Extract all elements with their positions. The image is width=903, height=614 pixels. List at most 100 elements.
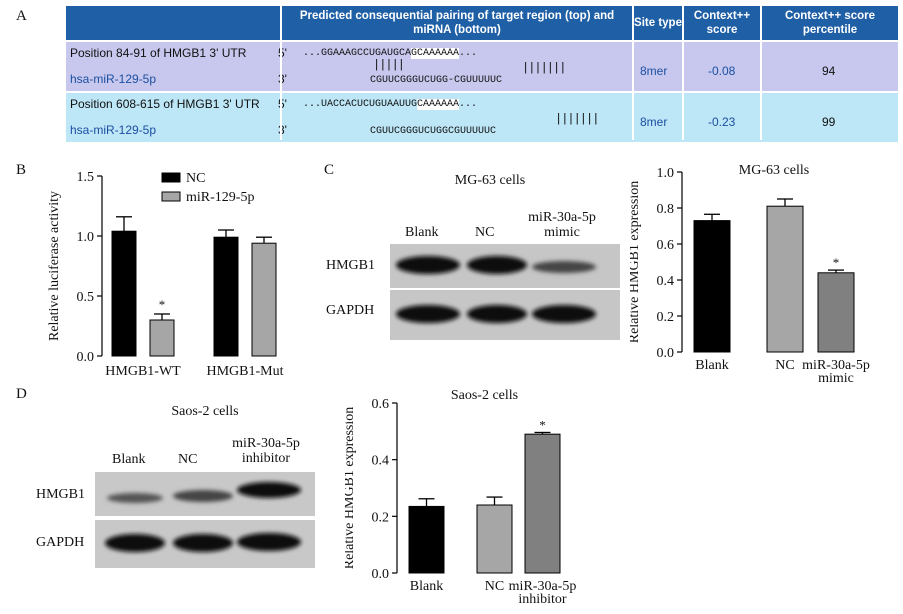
bar (524, 433, 561, 574)
y-tick-label: 0.6 (372, 397, 390, 412)
significance-marker: * (833, 255, 840, 270)
legend-label: NC (186, 171, 205, 186)
row-mirna-sequence: CGUUCGGGUCUGGCGUUUUUC (370, 126, 497, 137)
row-site-type: 8mer (640, 115, 668, 129)
y-tick-label: 0.0 (657, 346, 675, 361)
band-hmgb1-mimic (532, 261, 596, 273)
row-pairing-bars-right: ||||||| (522, 61, 566, 75)
target-seed-highlight: GCAAAAAA (411, 48, 460, 59)
y-tick-label: 0.4 (372, 454, 390, 469)
header-site-type: Site type (634, 17, 682, 29)
band-hmgb1-inhibitor (237, 482, 301, 498)
x-tick-label: HMGB1-WT (105, 364, 181, 379)
row-mirna-label: hsa-miR-129-5p (70, 72, 157, 86)
blot-c-band-hmgb1: HMGB1 (326, 258, 376, 273)
chart-mg63-expression: 0.0 0.2 0.4 0.6 0.8 1.0 Relative HMGB1 express… (630, 163, 870, 385)
bar (111, 230, 137, 357)
x-tick-label: NC (485, 579, 504, 594)
y-tick-label: 0.0 (372, 567, 390, 582)
x-tick-label: HMGB1-Mut (206, 364, 283, 379)
row-percentile: 94 (822, 64, 836, 78)
header-context-score: Context++ score (693, 10, 751, 36)
legend-swatch (161, 172, 181, 183)
chart-title: MG-63 cells (739, 163, 809, 178)
x-tick-label: NC (775, 358, 794, 373)
legend-label: miR-129-5p (186, 190, 254, 205)
row-target-sequence: ...UACCACUCUGUAAUUGCAAAAAA... (303, 99, 477, 110)
bar (149, 319, 175, 357)
band-hmgb1-nc (173, 490, 233, 502)
bar (476, 504, 513, 574)
table-header: Predicted consequential pairing of targe… (66, 6, 898, 40)
blot-d-band-gapdh: GAPDH (36, 535, 85, 550)
band-hmgb1-blank (396, 256, 460, 274)
band-gapdh-blank (396, 305, 460, 323)
blot-d-title: Saos-2 cells (171, 404, 239, 419)
y-tick-label: 0.8 (657, 202, 675, 217)
table-row: Position 608-615 of HMGB1 3' UTR hsa-miR… (66, 93, 898, 142)
bar (251, 242, 277, 357)
panel-label-a: A (16, 8, 27, 24)
chart-saos2-expression: 0.0 0.2 0.4 0.6 Relative HMGB1 expression Bla… (345, 388, 577, 607)
row-3prime: 3' (278, 72, 287, 86)
row-3prime: 3' (278, 123, 287, 137)
y-tick-label: 0.0 (77, 350, 95, 365)
y-tick-label: 1.5 (77, 170, 95, 185)
row-mirna-sequence: CGUUCGGGUCUGG-CGUUUUUC (370, 75, 503, 86)
bar (693, 220, 731, 353)
blot-c-lane-nc: NC (475, 225, 495, 240)
target-suffix: ... (459, 99, 478, 110)
blot-d-lane-inhibitor: miR-30a-5p inhibitor (232, 436, 300, 466)
chart-luciferase: 0.0 0.5 1.0 1.5 Relative luciferase activity… (47, 170, 284, 379)
row-percentile: 99 (822, 115, 836, 129)
blot-d-lane-blank: Blank (112, 452, 146, 467)
target-seed-highlight: CAAAAAA (417, 99, 460, 110)
target-suffix: ... (459, 48, 478, 59)
y-tick-label: 0.2 (372, 510, 390, 525)
y-axis-label: Relative HMGB1 expression (630, 181, 642, 344)
bar (213, 236, 239, 357)
blot-c-lane-mimic: miR-30a-5p mimic (528, 210, 596, 240)
row-pairing-bars: ||||| (373, 58, 405, 72)
row-pairing-bars-right: ||||||| (555, 112, 599, 126)
bar (817, 272, 855, 353)
significance-marker: * (539, 417, 546, 432)
blot-d-lane-nc: NC (178, 452, 198, 467)
header-pairing: Predicted consequential pairing of targe… (299, 10, 615, 36)
x-tick-label: miR-30a-5p mimic (802, 358, 870, 385)
row-site-type: 8mer (640, 64, 668, 78)
row-5prime: 5' (278, 97, 287, 111)
bar (408, 505, 445, 574)
band-gapdh-inhibitor (237, 533, 301, 551)
row-target-sequence: ...GGAAAGCCUGAUGCAGCAAAAAA... (303, 48, 477, 59)
x-tick-label: Blank (410, 579, 443, 594)
y-axis-label: Relative HMGB1 expression (345, 407, 357, 570)
header-percentile: Context++ score percentile (784, 10, 876, 36)
row-position-label: Position 608-615 of HMGB1 3' UTR (70, 97, 260, 111)
blot-c-title: MG-63 cells (454, 173, 526, 188)
row-context-score: -0.23 (708, 115, 736, 129)
chart-title: Saos-2 cells (451, 388, 518, 403)
legend-swatch (161, 191, 181, 202)
blot-c-band-gapdh: GAPDH (326, 303, 375, 318)
blot-d-band-hmgb1: HMGB1 (36, 487, 86, 502)
panel-label-c: C (324, 162, 335, 178)
x-tick-label: Blank (695, 358, 728, 373)
y-tick-label: 0.5 (77, 290, 95, 305)
band-gapdh-nc (467, 305, 527, 323)
x-tick-label: miR-30a-5p inhibitor (509, 579, 577, 607)
band-hmgb1-nc (467, 256, 527, 274)
target-prefix: ...GGAAAGCCUGAUGCA (303, 48, 412, 59)
row-mirna-label: hsa-miR-129-5p (70, 123, 157, 137)
blot-c-image (390, 244, 620, 340)
y-tick-label: 0.4 (657, 274, 675, 289)
row-context-score: -0.08 (708, 64, 736, 78)
band-gapdh-nc (173, 534, 233, 552)
y-tick-label: 1.0 (77, 230, 95, 245)
blot-d-image (95, 472, 315, 568)
row-5prime: 5' (278, 46, 287, 60)
y-axis-label: Relative luciferase activity (47, 191, 62, 341)
panel-label-b: B (16, 162, 27, 178)
targetscan-table: Predicted consequential pairing of targe… (66, 6, 898, 142)
blot-c-lane-blank: Blank (405, 225, 439, 240)
